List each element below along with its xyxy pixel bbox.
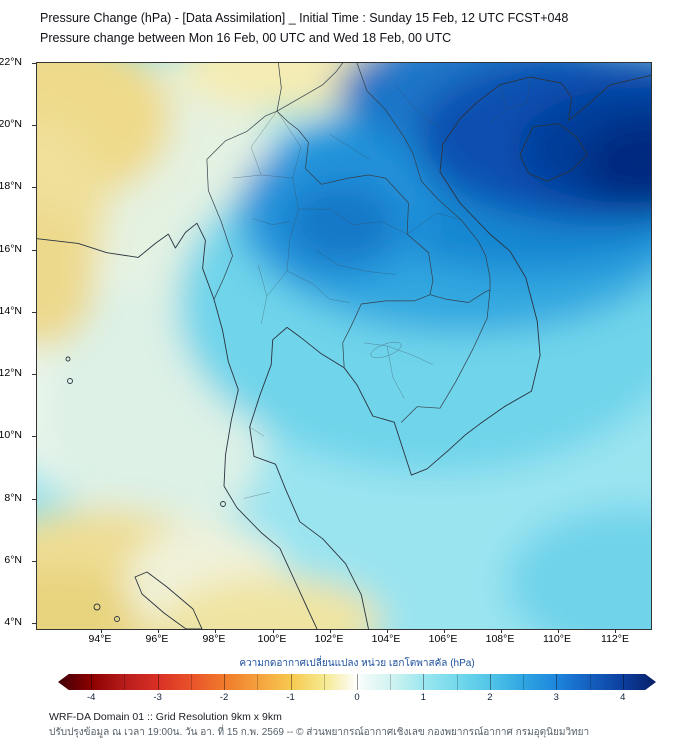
colorbar-tick [423, 674, 425, 690]
lon-tick [101, 629, 102, 633]
colorbar-labels: -4 -3 -2 -1 0 1 2 3 4 [58, 692, 656, 704]
lat-tick [32, 312, 36, 313]
lon-label-108e: 108°E [485, 633, 515, 645]
lat-label-6n: 6°N [4, 554, 22, 566]
colorbar-tick [390, 674, 392, 690]
lat-label-4n: 4°N [4, 616, 22, 628]
footer: WRF-DA Domain 01 :: Grid Resolution 9km … [49, 711, 589, 740]
colorbar-tick [556, 674, 558, 690]
page-subtitle: Pressure change between Mon 16 Feb, 00 U… [40, 31, 452, 45]
lat-tick [32, 374, 36, 375]
lat-label-10n: 10°N [0, 429, 22, 441]
colorbar-tick [622, 674, 624, 690]
pressure-field-map-svg [37, 63, 651, 629]
lat-label-22n: 22°N [0, 56, 22, 68]
colorbar-label: 2 [487, 692, 493, 703]
lon-tick [158, 629, 159, 633]
colorbar-tick [124, 674, 126, 690]
colorbar-title: ความกดอากาศเปลี่ยนแปลง หน่วย เฮกโตพาสคัล… [239, 658, 475, 669]
lon-label-100e: 100°E [257, 633, 287, 645]
colorbar-label: -3 [153, 692, 162, 703]
header: Pressure Change (hPa) - [Data Assimilati… [40, 8, 568, 48]
lon-tick [330, 629, 331, 633]
colorbar-label: -1 [286, 692, 295, 703]
lat-label-8n: 8°N [4, 492, 22, 504]
lon-tick [387, 629, 388, 633]
colorbar-tick [589, 674, 591, 690]
tonle-sap-lake-outline [370, 341, 402, 359]
lat-label-20n: 20°N [0, 118, 22, 130]
lon-label-110e: 110°E [543, 633, 571, 645]
lon-tick [273, 629, 274, 633]
colorbar-tick [257, 674, 259, 690]
lon-tick [558, 629, 559, 633]
colorbar-tick [224, 674, 226, 690]
colorbar-label: -4 [86, 692, 96, 703]
colorbar-tick [357, 674, 358, 690]
colorbar-label: 4 [620, 692, 626, 703]
lat-tick [32, 499, 36, 500]
lon-label-94e: 94°E [88, 633, 112, 645]
colorbar-section: ความกดอากาศเปลี่ยนแปลง หน่วย เฮกโตพาสคัล… [58, 656, 656, 704]
colorbar-tick [190, 674, 192, 690]
colorbar-label: 0 [354, 692, 360, 703]
model-domain-info: WRF-DA Domain 01 :: Grid Resolution 9km … [49, 711, 282, 723]
lon-label-96e: 96°E [145, 633, 169, 645]
colorbar-tick [157, 674, 159, 690]
lat-label-14n: 14°N [0, 305, 22, 317]
map-plot [32, 62, 652, 633]
lon-label-106e: 106°E [428, 633, 458, 645]
colorbar [58, 674, 656, 690]
color-field [37, 63, 651, 629]
colorbar-tick [323, 674, 325, 690]
lat-tick [32, 561, 36, 562]
province-borders [232, 76, 531, 499]
lon-label-102e: 102°E [314, 633, 344, 645]
lat-label-12n: 12°N [0, 367, 22, 379]
lat-tick [32, 125, 36, 126]
update-credit-info: ปรับปรุงข้อมูล ณ เวลา 19:00น. วัน อา. ที… [49, 727, 590, 738]
lat-label-18n: 18°N [0, 180, 22, 192]
coastlines [37, 74, 651, 629]
lat-label-16n: 16°N [0, 243, 22, 255]
lon-label-112e: 112°E [601, 633, 629, 645]
sumatra-tip-outline [134, 571, 203, 629]
colorbar-label: -2 [219, 692, 229, 703]
hainan-island-outline [519, 123, 588, 182]
lon-label-104e: 104°E [371, 633, 401, 645]
lat-tick [32, 187, 36, 188]
lat-tick [32, 623, 36, 624]
colorbar-tick [456, 674, 458, 690]
country-borders [206, 63, 491, 423]
colorbar-label: 3 [553, 692, 559, 703]
lon-label-98e: 98°E [202, 633, 226, 645]
colorbar-tick [91, 674, 93, 690]
lat-tick [32, 63, 36, 64]
colorbar-tick [523, 674, 525, 690]
page-title: Pressure Change (hPa) - [Data Assimilati… [40, 11, 569, 25]
lat-tick [32, 436, 36, 437]
colorbar-tick [290, 674, 292, 690]
lat-tick [32, 250, 36, 251]
lon-tick [215, 629, 216, 633]
colorbar-label: 1 [420, 692, 427, 703]
lon-tick [444, 629, 445, 633]
lon-tick [501, 629, 502, 633]
lon-tick [615, 629, 616, 633]
colorbar-tick [489, 674, 491, 690]
